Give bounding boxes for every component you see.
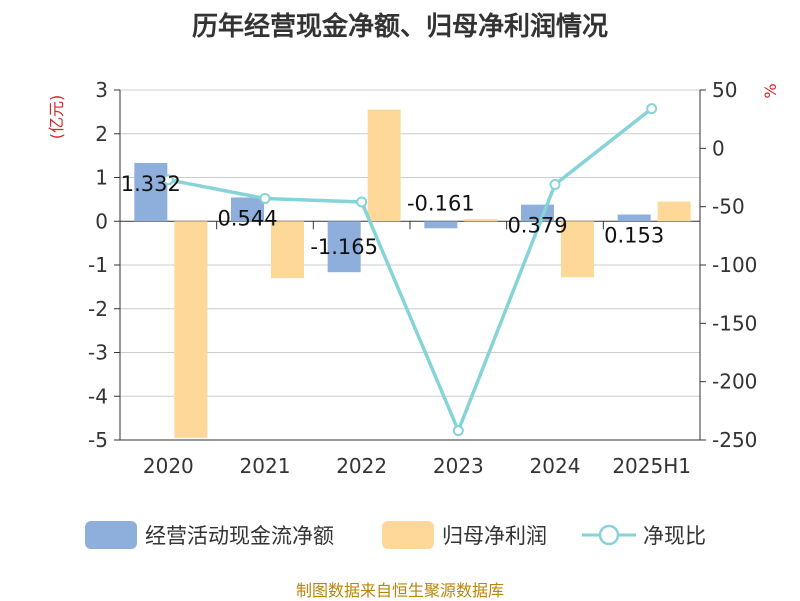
- source-note: 制图数据来自恒生聚源数据库: [295, 581, 504, 600]
- left-tick-label: 1: [95, 166, 108, 190]
- net-profit-bar: [271, 221, 304, 279]
- cash-flow-bar: [231, 197, 264, 222]
- right-tick-label: 50: [712, 78, 737, 102]
- legend-swatch-net-profit: [382, 521, 434, 549]
- bars: [134, 109, 691, 438]
- x-tick-label: 2021: [240, 454, 291, 478]
- x-tick-label: 2020: [143, 454, 194, 478]
- left-tick-label: -2: [88, 297, 108, 321]
- ratio-point: [259, 193, 271, 204]
- data-label: 0.153: [604, 224, 664, 248]
- left-tick-label: -5: [88, 428, 108, 452]
- left-tick-label: 0: [95, 209, 108, 233]
- ratio-point: [356, 196, 368, 208]
- right-tick-label: -250: [712, 428, 757, 452]
- axes: 3 2 1 0 -1 -2 -3 -4 -5 50 0 -50 -100 -150 -200 -250 (亿元)…: [47, 78, 780, 478]
- net-profit-bar: [464, 219, 498, 222]
- legend-label-ratio: 净现比: [643, 524, 706, 548]
- cash-flow-bar: [424, 221, 458, 229]
- right-tick-label: -150: [712, 311, 757, 335]
- ratio-point: [162, 174, 174, 186]
- x-tick-label: 2024: [530, 454, 581, 478]
- left-tick-label: 2: [95, 122, 108, 146]
- net-profit-bar: [174, 221, 208, 438]
- legend-marker-ratio: [598, 524, 620, 546]
- data-label: -1.165: [310, 235, 378, 259]
- x-tick-label: 2023: [433, 454, 484, 478]
- x-tick-label: 2022: [336, 454, 387, 478]
- right-tick-label: -50: [712, 195, 745, 219]
- left-axis-unit: (亿元): [47, 95, 66, 140]
- ratio-line: [162, 103, 658, 437]
- left-tick-label: -3: [88, 341, 108, 365]
- right-tick-label: 0: [712, 136, 725, 160]
- net-profit-bar: [561, 221, 594, 278]
- legend: 经营活动现金流净额 归母净利润 净现比: [85, 521, 706, 549]
- ratio-polyline: [168, 107, 653, 436]
- x-tick-label: 2025H1: [612, 454, 691, 478]
- data-label: 1.332: [121, 172, 181, 196]
- cash-flow-bar: [327, 221, 361, 273]
- left-tick-label: -4: [88, 384, 108, 408]
- left-tick-label: -1: [88, 253, 108, 277]
- data-label: 0.544: [217, 206, 277, 230]
- legend-label-net-profit: 归母净利润: [442, 524, 547, 548]
- chart-title: 历年经营现金净额、归母净利润情况: [191, 12, 608, 42]
- legend-label-cash-flow: 经营活动现金流净额: [145, 524, 334, 548]
- net-profit-bar: [367, 109, 401, 222]
- cash-flow-bar: [134, 162, 168, 222]
- cash-flow-bar: [617, 214, 651, 222]
- data-labels: 1.332 0.544 -1.165 -0.161 0.379 0.153: [121, 172, 664, 259]
- ratio-point: [452, 425, 464, 437]
- ratio-point: [549, 179, 561, 190]
- data-label: 0.379: [507, 214, 567, 238]
- ratio-point: [646, 103, 658, 115]
- right-axis-unit: %: [761, 83, 780, 98]
- net-profit-bar: [657, 201, 691, 222]
- right-tick-label: -100: [712, 253, 757, 277]
- legend-swatch-cash-flow: [85, 521, 137, 549]
- right-tick-label: -200: [712, 370, 757, 394]
- left-tick-label: 3: [95, 78, 108, 102]
- data-label: -0.161: [407, 191, 475, 215]
